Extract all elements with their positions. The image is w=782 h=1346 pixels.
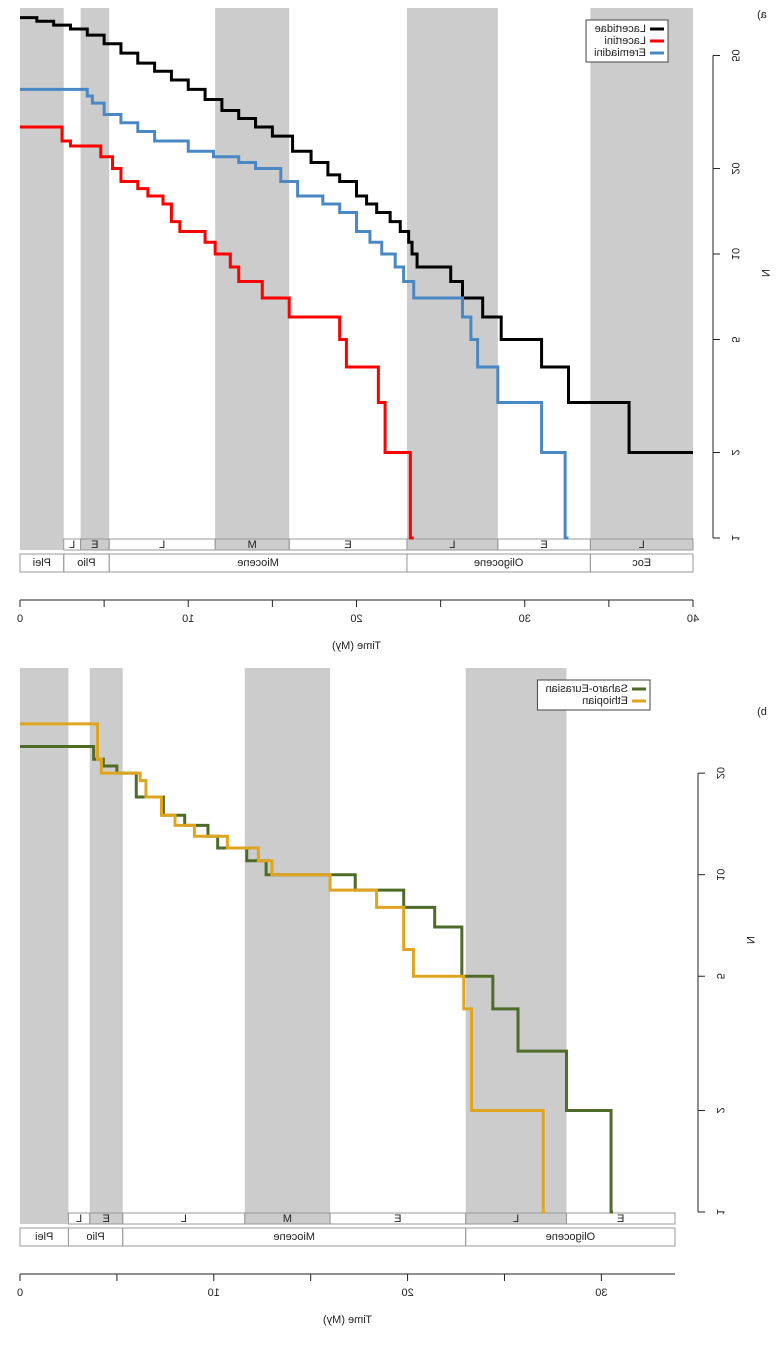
legend-label: Lacertini	[604, 35, 646, 47]
period-band	[80, 8, 110, 550]
x-tick-label: 10	[182, 613, 194, 625]
subepoch-label: E	[344, 539, 351, 551]
y-tick-label: 20	[714, 767, 726, 779]
period-band	[590, 8, 693, 550]
lineage-curve	[20, 722, 546, 1214]
subepoch-label: E	[91, 539, 98, 551]
epoch-label: Miocene	[273, 1231, 315, 1243]
period-band	[406, 8, 498, 550]
x-tick-label: 0	[17, 1287, 23, 1299]
subepoch-label: E	[394, 1213, 401, 1225]
epoch-cell	[589, 553, 694, 573]
y-tick-label: 5	[714, 973, 726, 979]
y-tick-label: 2	[714, 1107, 726, 1113]
subepoch-label: L	[513, 1213, 519, 1225]
lineage-curve	[20, 125, 414, 540]
epoch-label: Plei	[33, 557, 51, 569]
period-band	[215, 8, 290, 550]
y-tick-label: 20	[729, 162, 741, 174]
subepoch-label: L	[76, 1213, 82, 1225]
epoch-cell	[465, 1227, 676, 1247]
legend-label: Saharo-Eurasian	[545, 683, 628, 695]
epoch-label: Eoc	[632, 557, 651, 569]
panel-label: a)	[757, 9, 767, 21]
x-tick-label: 0	[17, 613, 23, 625]
subepoch-label: E	[617, 1213, 624, 1225]
subepoch-label: L	[449, 539, 455, 551]
x-tick-label: 30	[519, 613, 531, 625]
subepoch-cell	[589, 538, 694, 551]
subepoch-label: L	[181, 1213, 187, 1225]
period-band	[244, 668, 331, 1224]
lineage-curve	[20, 87, 569, 540]
y-tick-label: 2	[729, 449, 741, 455]
lineage-curve	[20, 16, 693, 455]
legend-label: Lacertidae	[595, 23, 646, 35]
y-tick-label: 50	[729, 49, 741, 61]
epoch-label: Plio	[77, 557, 95, 569]
subepoch-label: L	[639, 539, 645, 551]
epoch-label: Miocene	[237, 557, 279, 569]
y-axis-title: N	[744, 936, 756, 944]
x-tick-label: 20	[401, 1287, 413, 1299]
y-tick-label: 5	[729, 336, 741, 342]
y-tick-label: 10	[714, 869, 726, 881]
legend-box	[536, 679, 651, 711]
epoch-label: Oligocene	[546, 1231, 596, 1243]
subepoch-label: E	[103, 1213, 110, 1225]
y-tick-label: 10	[729, 248, 741, 260]
subepoch-cell	[565, 1212, 676, 1225]
x-axis-title: Time (My)	[332, 640, 381, 652]
y-axis-title: N	[759, 269, 771, 277]
x-tick-label: 30	[595, 1287, 607, 1299]
x-tick-label: 40	[687, 613, 699, 625]
x-tick-label: 20	[350, 613, 362, 625]
subepoch-label: E	[540, 539, 547, 551]
x-tick-label: 10	[208, 1287, 220, 1299]
panel-label: b)	[757, 706, 767, 718]
subepoch-label: L	[69, 539, 75, 551]
x-axis-title: Time (My)	[323, 1314, 372, 1326]
subepoch-label: L	[159, 539, 165, 551]
legend-label: Eremiadini	[594, 47, 646, 59]
period-band	[20, 8, 64, 550]
legend-label: Ethiopian	[582, 695, 628, 707]
y-tick-label: 1	[714, 1209, 726, 1215]
period-band	[20, 668, 69, 1224]
subepoch-label: M	[248, 539, 257, 551]
epoch-label: Plio	[86, 1231, 104, 1243]
y-tick-label: 1	[729, 535, 741, 541]
epoch-label: Plei	[35, 1231, 53, 1243]
period-band	[465, 668, 567, 1224]
subepoch-label: M	[283, 1213, 292, 1225]
epoch-label: Oligocene	[474, 557, 524, 569]
